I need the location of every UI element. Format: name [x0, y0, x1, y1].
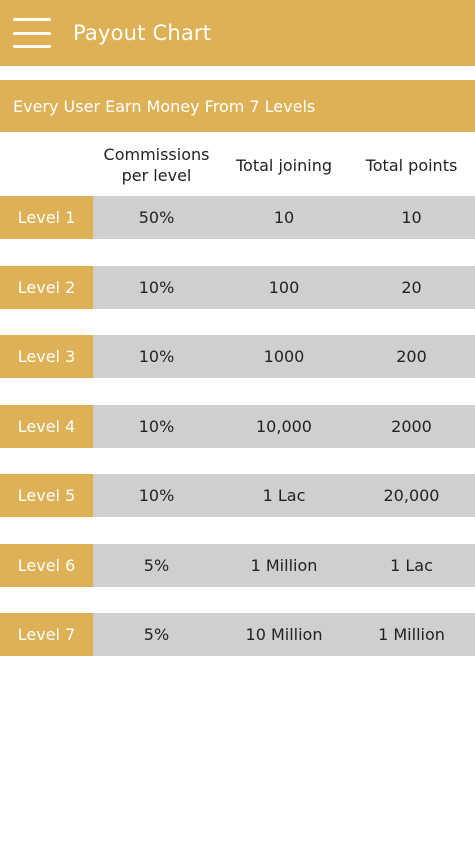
level-label: Level 7: [0, 613, 93, 656]
table-row: Level 6 5% 1 Million 1 Lac: [0, 544, 475, 587]
header-total-joining: Total joining: [235, 155, 332, 175]
joining-cell: 10 Million: [245, 625, 323, 644]
table-row: Level 1 50% 10 10: [0, 196, 475, 239]
commission-cell: 5%: [143, 556, 170, 575]
levels-banner: Every User Earn Money From 7 Levels: [0, 80, 475, 132]
table-row: Level 2 10% 100 20: [0, 266, 475, 309]
level-label: Level 6: [0, 544, 93, 587]
commission-cell: 50%: [138, 208, 175, 227]
table-row: Level 7 5% 10 Million 1 Million: [0, 613, 475, 656]
joining-cell: 1 Lac: [262, 486, 306, 505]
joining-cell: 100: [268, 278, 300, 297]
header-commissions: Commissions per level: [93, 144, 220, 186]
menu-bar-top: [13, 18, 51, 21]
level-label: Level 2: [0, 266, 93, 309]
points-cell: 10: [401, 208, 422, 227]
app-bar: Payout Chart: [0, 0, 475, 66]
header-total-points: Total points: [365, 155, 458, 175]
banner-text: Every User Earn Money From 7 Levels: [13, 96, 316, 116]
points-cell: 1 Million: [378, 625, 445, 644]
menu-bar-bottom: [13, 45, 51, 48]
hamburger-menu-icon[interactable]: [13, 18, 53, 48]
table-row: Level 3 10% 1000 200: [0, 335, 475, 378]
joining-cell: 10,000: [256, 417, 312, 436]
commission-cell: 10%: [138, 278, 175, 297]
commission-cell: 10%: [138, 417, 175, 436]
points-cell: 200: [396, 347, 427, 366]
page-title: Payout Chart: [73, 21, 212, 45]
points-cell: 2000: [391, 417, 432, 436]
table-header: Commissions per level Total joining Tota…: [0, 142, 475, 188]
commission-cell: 10%: [138, 347, 175, 366]
table-row: Level 5 10% 1 Lac 20,000: [0, 474, 475, 517]
joining-cell: 10: [273, 208, 295, 227]
header-commissions-line2: per level: [121, 166, 192, 185]
level-label: Level 5: [0, 474, 93, 517]
commission-cell: 10%: [138, 486, 175, 505]
joining-cell: 1000: [263, 347, 305, 366]
table-row: Level 4 10% 10,000 2000: [0, 405, 475, 448]
level-label: Level 3: [0, 335, 93, 378]
level-label: Level 1: [0, 196, 93, 239]
level-label: Level 4: [0, 405, 93, 448]
points-cell: 1 Lac: [390, 556, 433, 575]
points-cell: 20,000: [383, 486, 440, 505]
menu-bar-middle: [13, 31, 51, 35]
commission-cell: 5%: [143, 625, 170, 644]
header-commissions-line1: Commissions: [103, 145, 210, 164]
points-cell: 20: [401, 278, 422, 297]
joining-cell: 1 Million: [250, 556, 318, 575]
